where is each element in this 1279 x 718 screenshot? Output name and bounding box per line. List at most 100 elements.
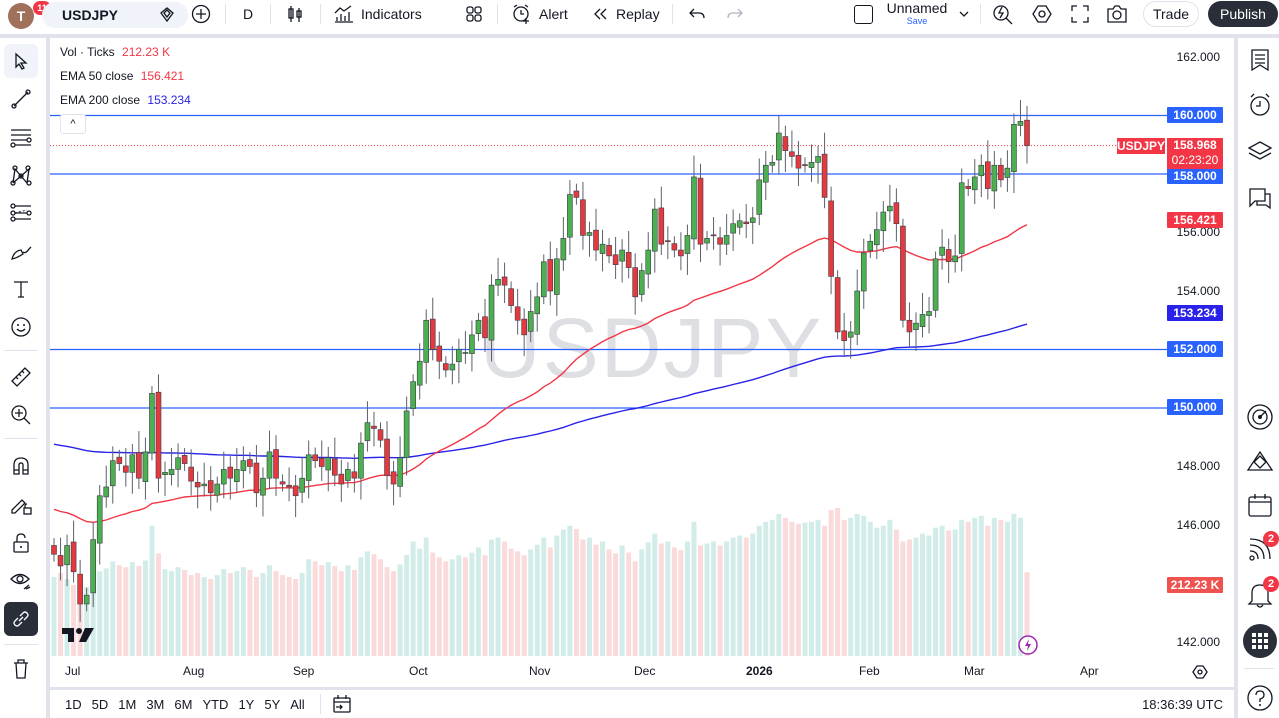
range-button-6m[interactable]: 6M xyxy=(174,696,193,712)
alerts-button[interactable] xyxy=(1243,88,1277,122)
time-tick-label: Apr xyxy=(1080,664,1099,678)
symbol-name: USDJPY xyxy=(62,7,119,23)
quick-search-icon[interactable] xyxy=(992,3,1014,25)
time-tick-label: Feb xyxy=(859,664,880,678)
chart-pane[interactable]: USDJPY Vol · Ticks 212.23 K EMA 50 close… xyxy=(50,38,1234,687)
range-button-1m[interactable]: 1M xyxy=(118,696,137,712)
indicators-button[interactable]: Indicators xyxy=(333,0,422,27)
volume-legend[interactable]: Vol · Ticks 212.23 K xyxy=(60,45,171,59)
object-tree-button[interactable] xyxy=(1243,134,1277,168)
calendar-icon xyxy=(1248,494,1272,517)
smiley-icon xyxy=(11,317,31,337)
cursor-tool[interactable] xyxy=(4,44,38,78)
price-level-tag: 212.23 K xyxy=(1167,577,1223,593)
price-tick-label: 156.000 xyxy=(1176,225,1220,239)
ema200-legend[interactable]: EMA 200 close 153.234 xyxy=(60,93,191,107)
layout-name-button[interactable]: Unnamed Save xyxy=(886,0,948,26)
ideas-button[interactable]: 2 xyxy=(1243,531,1279,567)
range-button-ytd[interactable]: YTD xyxy=(202,696,229,712)
calendar-button[interactable] xyxy=(1243,488,1277,522)
horizontal-lines-tool[interactable] xyxy=(4,120,38,154)
help-button[interactable] xyxy=(1243,681,1277,715)
parallel-lines-icon xyxy=(10,129,32,148)
redo-icon[interactable] xyxy=(726,5,744,23)
watchlist-icon xyxy=(1251,49,1269,72)
measure-tool[interactable] xyxy=(4,360,38,394)
magnet-tool[interactable] xyxy=(4,449,38,483)
brush-tool[interactable] xyxy=(4,234,38,268)
replay-button[interactable]: Replay xyxy=(592,0,660,27)
indicators-icon xyxy=(334,4,353,23)
range-button-5d[interactable]: 5D xyxy=(91,696,109,712)
pattern-tool[interactable] xyxy=(4,158,38,192)
tradingview-logo[interactable] xyxy=(62,626,96,644)
lock-drawings-tool[interactable] xyxy=(4,526,38,560)
compare-add-icon[interactable] xyxy=(191,4,211,24)
fib-tool[interactable] xyxy=(4,196,38,230)
eye-icon xyxy=(10,573,31,590)
ruler-icon xyxy=(11,367,31,387)
lightning-event-icon[interactable] xyxy=(1017,634,1039,656)
magnet-icon xyxy=(13,457,29,475)
time-tick-label: Jul xyxy=(65,664,81,678)
layers-icon xyxy=(1247,141,1273,160)
price-chart[interactable] xyxy=(50,38,1234,687)
price-level-tag: 158.000 xyxy=(1167,168,1223,184)
templates-icon[interactable] xyxy=(464,4,484,24)
time-tick-label: Aug xyxy=(183,664,205,678)
cursor-arrow-icon xyxy=(15,52,28,70)
diamond-icon[interactable] xyxy=(158,6,176,24)
trend-line-tool[interactable] xyxy=(4,82,38,116)
text-tool[interactable] xyxy=(4,272,38,306)
chat-icon xyxy=(1249,188,1271,210)
watchlist-button[interactable] xyxy=(1243,43,1277,77)
time-tick-label: Mar xyxy=(964,664,985,678)
interval-button[interactable]: D xyxy=(243,5,254,22)
settings-icon[interactable] xyxy=(1031,3,1053,25)
stay-drawing-tool[interactable] xyxy=(4,488,38,522)
chevron-down-icon[interactable] xyxy=(958,9,970,19)
trash-icon xyxy=(14,659,28,679)
bottom-toolbar: 1D 5D 1M 3M 6M YTD 1Y 5Y All 18:36:39 UTC xyxy=(50,690,1234,718)
goto-date-icon[interactable] xyxy=(331,693,353,715)
ema50-legend[interactable]: EMA 50 close 156.421 xyxy=(60,69,185,83)
layout-checkbox[interactable] xyxy=(854,5,873,24)
time-tick-label: Oct xyxy=(409,664,428,678)
undo-icon[interactable] xyxy=(688,5,706,23)
range-button-all[interactable]: All xyxy=(290,696,305,712)
notifications-button[interactable]: 2 xyxy=(1243,576,1279,612)
link-icon xyxy=(13,611,29,627)
fullscreen-icon[interactable] xyxy=(1069,3,1091,25)
camera-icon[interactable] xyxy=(1105,3,1129,25)
hotlist-button[interactable] xyxy=(1243,400,1277,434)
price-level-tag: 160.000 xyxy=(1167,107,1223,123)
range-button-3m[interactable]: 3M xyxy=(146,696,165,712)
hide-drawings-tool[interactable] xyxy=(4,564,38,598)
user-avatar[interactable]: T 11 xyxy=(8,1,51,29)
collapse-legend-button[interactable]: ^ xyxy=(60,114,86,134)
drawing-toolbar xyxy=(0,38,46,718)
candles-icon[interactable] xyxy=(286,4,304,24)
price-tick-label: 146.000 xyxy=(1176,518,1220,532)
mountain-icon xyxy=(1246,450,1274,471)
trade-button[interactable]: Trade xyxy=(1143,1,1199,27)
axis-settings-icon[interactable] xyxy=(1192,664,1208,680)
utc-clock[interactable]: 18:36:39 UTC xyxy=(1142,696,1223,712)
price-tick-label: 162.000 xyxy=(1176,50,1220,64)
remove-drawings-tool[interactable] xyxy=(4,652,38,686)
alert-button[interactable]: Alert xyxy=(511,0,568,27)
alarm-clock-icon xyxy=(1250,93,1270,116)
zoom-in-tool[interactable] xyxy=(4,398,38,432)
chat-button[interactable] xyxy=(1243,182,1277,216)
ideas-stream-button[interactable] xyxy=(1243,444,1277,478)
help-icon xyxy=(1247,685,1273,711)
range-button-1d[interactable]: 1D xyxy=(65,696,82,712)
top-toolbar: T 11 USDJPY D Indicators Alert Replay Un… xyxy=(0,0,1279,38)
range-button-1y[interactable]: 1Y xyxy=(238,696,255,712)
symbol-search[interactable]: USDJPY xyxy=(42,2,188,28)
emoji-tool[interactable] xyxy=(4,310,38,344)
range-button-5y[interactable]: 5Y xyxy=(264,696,281,712)
sync-drawings-tool[interactable] xyxy=(4,602,38,636)
publish-button[interactable]: Publish xyxy=(1208,1,1278,27)
products-button[interactable] xyxy=(1243,624,1277,658)
